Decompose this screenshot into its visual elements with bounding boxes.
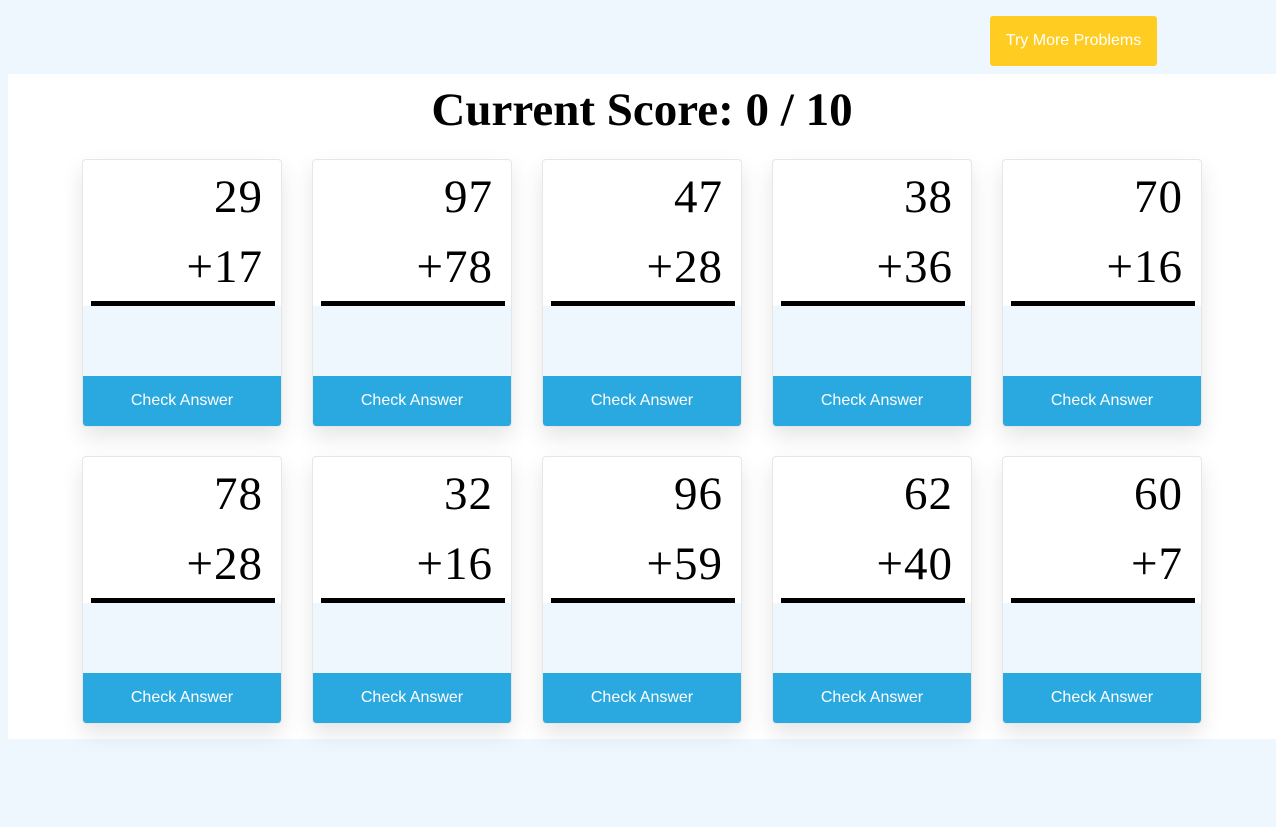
top-number: 62 bbox=[904, 468, 953, 520]
answer-input-area[interactable] bbox=[1003, 603, 1201, 675]
problem-card: 70 +16 Check Answer bbox=[1002, 159, 1202, 427]
bottom-addend: +17 bbox=[186, 241, 263, 293]
top-number: 97 bbox=[444, 171, 493, 223]
check-answer-button[interactable]: Check Answer bbox=[773, 376, 971, 426]
problem-card: 47 +28 Check Answer bbox=[542, 159, 742, 427]
top-number: 78 bbox=[214, 468, 263, 520]
current-score: Current Score: 0 / 10 bbox=[431, 84, 853, 136]
answer-input-area[interactable] bbox=[543, 603, 741, 675]
check-answer-button[interactable]: Check Answer bbox=[543, 673, 741, 723]
check-answer-button[interactable]: Check Answer bbox=[1003, 376, 1201, 426]
sum-line bbox=[1011, 301, 1195, 306]
bottom-addend: +36 bbox=[876, 241, 953, 293]
problem-card: 38 +36 Check Answer bbox=[772, 159, 972, 427]
check-answer-button[interactable]: Check Answer bbox=[773, 673, 971, 723]
problem-card: 29 +17 Check Answer bbox=[82, 159, 282, 427]
top-number: 60 bbox=[1134, 468, 1183, 520]
sum-line bbox=[1011, 598, 1195, 603]
sum-line bbox=[91, 598, 275, 603]
answer-input-area[interactable] bbox=[313, 306, 511, 378]
answer-input-area[interactable] bbox=[83, 306, 281, 378]
problem-card: 96 +59 Check Answer bbox=[542, 456, 742, 724]
try-more-problems-button[interactable]: Try More Problems bbox=[990, 16, 1157, 66]
top-number: 47 bbox=[674, 171, 723, 223]
bottom-addend: +78 bbox=[416, 241, 493, 293]
top-number: 32 bbox=[444, 468, 493, 520]
check-answer-button[interactable]: Check Answer bbox=[313, 673, 511, 723]
top-number: 38 bbox=[904, 171, 953, 223]
sum-line bbox=[551, 301, 735, 306]
sum-line bbox=[551, 598, 735, 603]
check-answer-button[interactable]: Check Answer bbox=[83, 376, 281, 426]
problem-card: 32 +16 Check Answer bbox=[312, 456, 512, 724]
top-number: 70 bbox=[1134, 171, 1183, 223]
sum-line bbox=[321, 301, 505, 306]
answer-input-area[interactable] bbox=[1003, 306, 1201, 378]
sum-line bbox=[781, 301, 965, 306]
sum-line bbox=[781, 598, 965, 603]
problem-card: 97 +78 Check Answer bbox=[312, 159, 512, 427]
sum-line bbox=[321, 598, 505, 603]
answer-input-area[interactable] bbox=[773, 603, 971, 675]
answer-input-area[interactable] bbox=[543, 306, 741, 378]
problem-card: 60 +7 Check Answer bbox=[1002, 456, 1202, 724]
check-answer-button[interactable]: Check Answer bbox=[543, 376, 741, 426]
problem-card: 62 +40 Check Answer bbox=[772, 456, 972, 724]
top-number: 29 bbox=[214, 171, 263, 223]
check-answer-button[interactable]: Check Answer bbox=[1003, 673, 1201, 723]
bottom-addend: +7 bbox=[1130, 538, 1183, 590]
check-answer-button[interactable]: Check Answer bbox=[313, 376, 511, 426]
bottom-addend: +59 bbox=[646, 538, 723, 590]
bottom-addend: +40 bbox=[876, 538, 953, 590]
top-number: 96 bbox=[674, 468, 723, 520]
answer-input-area[interactable] bbox=[773, 306, 971, 378]
answer-input-area[interactable] bbox=[83, 603, 281, 675]
sum-line bbox=[91, 301, 275, 306]
bottom-addend: +16 bbox=[416, 538, 493, 590]
bottom-addend: +16 bbox=[1106, 241, 1183, 293]
bottom-addend: +28 bbox=[186, 538, 263, 590]
check-answer-button[interactable]: Check Answer bbox=[83, 673, 281, 723]
answer-input-area[interactable] bbox=[313, 603, 511, 675]
problem-card: 78 +28 Check Answer bbox=[82, 456, 282, 724]
bottom-addend: +28 bbox=[646, 241, 723, 293]
